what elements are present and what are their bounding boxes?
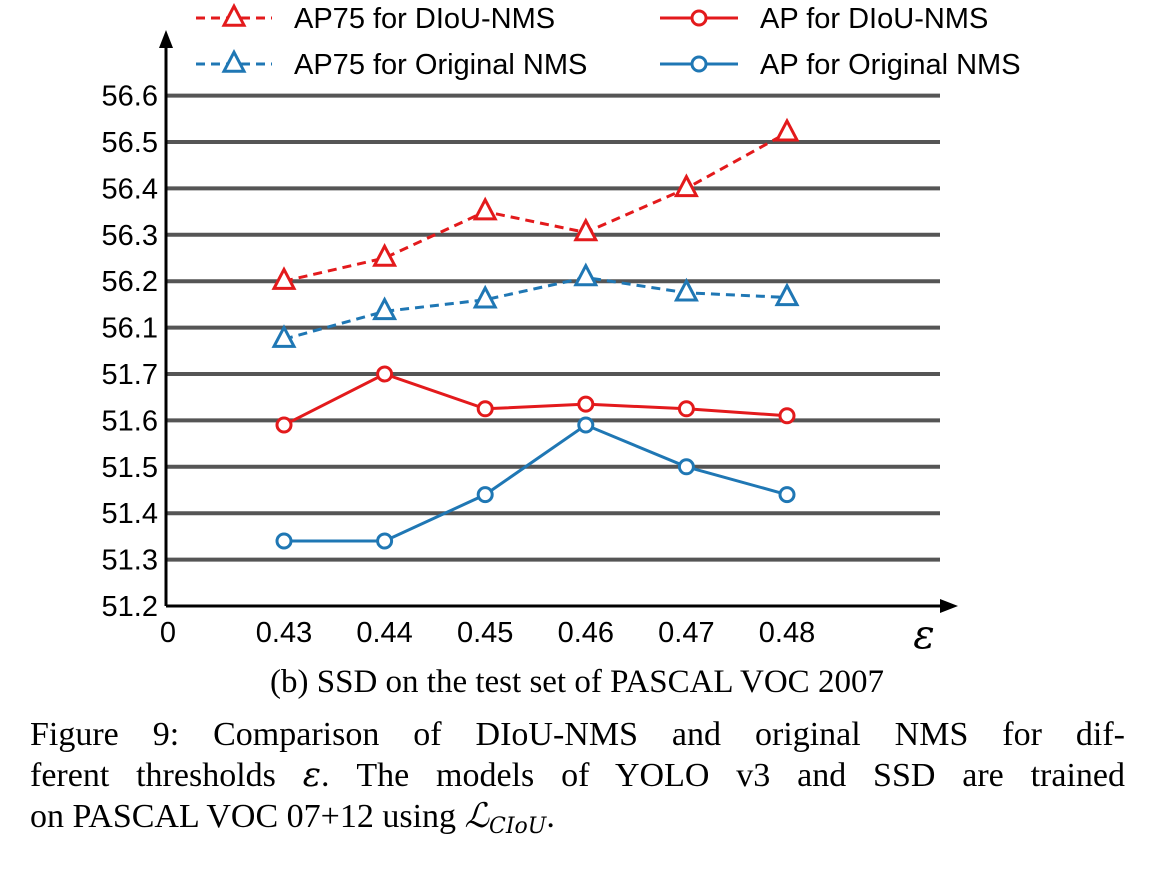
- y-tick-label: 51.3: [102, 545, 158, 577]
- y-tick-label: 51.4: [102, 498, 158, 530]
- data-point-triangle: [472, 196, 498, 221]
- caption-text: on PASCAL VOC 07+12 using: [30, 798, 465, 835]
- data-point-circle: [677, 400, 695, 418]
- y-tick-label: 56.4: [102, 173, 158, 205]
- series-group: [275, 416, 796, 550]
- series-line: [284, 423, 788, 543]
- series-group: [271, 262, 800, 348]
- data-point-circle: [275, 416, 293, 434]
- loss-subscript: CIoU: [489, 814, 547, 839]
- loss-symbol: ℒ: [464, 796, 490, 836]
- data-point-triangle: [774, 282, 800, 307]
- data-point-circle: [690, 55, 708, 73]
- caption-text: . The models of YOLO v3 and SSD are trai…: [320, 757, 1125, 794]
- y-tick-label: 56.5: [102, 127, 158, 159]
- figure-caption: Figure 9: Comparison of DIoU-NMS and ori…: [30, 714, 1125, 847]
- series-line: [283, 275, 788, 341]
- x-tick-label: 0.45: [457, 617, 513, 649]
- x-tick-label: 0.46: [558, 617, 614, 649]
- x-tick-label: 0.48: [759, 617, 815, 649]
- legend-item: AP for Original NMS: [660, 49, 1021, 81]
- y-tick-label: 51.5: [102, 452, 158, 484]
- line-chart: 51.2 51.3 51.4 51.5 51.6 51.7 56.1 56.2 56.3 56.4…: [102, 2, 1021, 658]
- data-point-triangle: [221, 2, 247, 27]
- data-point-circle: [690, 9, 708, 27]
- y-axis-arrow: [159, 30, 173, 48]
- data-point-circle: [476, 400, 494, 418]
- data-point-triangle: [774, 117, 800, 142]
- y-tick-label: 56.3: [102, 220, 158, 252]
- legend-item: AP75 for Original NMS: [196, 48, 587, 81]
- caption-text: ferent thresholds: [30, 757, 303, 794]
- legend-label: AP75 for Original NMS: [294, 49, 587, 81]
- x-tick-label: 0.47: [658, 617, 714, 649]
- data-point-triangle: [573, 217, 599, 242]
- x-tick-label: 0.44: [356, 617, 412, 649]
- data-point-circle: [577, 395, 595, 413]
- x-tick-label: 0.43: [256, 617, 312, 649]
- caption-line-3: on PASCAL VOC 07+12 using ℒCIoU.: [30, 796, 1125, 847]
- y-tick-label: 51.7: [102, 359, 158, 391]
- data-point-triangle: [372, 242, 398, 267]
- legend-label: AP75 for DIoU-NMS: [294, 3, 555, 35]
- x-axis-arrow: [940, 599, 958, 613]
- data-point-triangle: [372, 296, 398, 321]
- gridlines: [166, 93, 940, 562]
- data-point-circle: [677, 458, 695, 476]
- axes: [159, 30, 958, 613]
- data-point-circle: [275, 532, 293, 550]
- caption-text: .: [546, 798, 555, 835]
- y-tick-label: 56.6: [102, 81, 158, 113]
- y-tick-label: 51.2: [102, 591, 158, 623]
- tick-labels: 51.2 51.3 51.4 51.5 51.6 51.7 56.1 56.2 56.3 56.4…: [102, 81, 935, 658]
- legend: AP75 for DIoU-NMS AP75 for Original NMS AP…: [196, 2, 1021, 81]
- x-axis-label: ε: [913, 612, 934, 658]
- y-tick-label: 56.2: [102, 266, 158, 298]
- y-tick-label: 51.6: [102, 405, 158, 437]
- data-point-triangle: [673, 173, 699, 198]
- data-point-triangle: [573, 262, 599, 287]
- data-point-circle: [778, 486, 796, 504]
- series-line: [283, 131, 788, 283]
- series-group: [275, 365, 796, 434]
- y-tick-label: 56.1: [102, 313, 158, 345]
- series-group: [271, 117, 800, 290]
- legend-item: AP75 for DIoU-NMS: [196, 2, 555, 35]
- data-point-circle: [577, 416, 595, 434]
- data-point-triangle: [673, 277, 699, 302]
- data-point-triangle: [472, 284, 498, 309]
- data-point-triangle: [271, 324, 297, 348]
- data-point-circle: [778, 407, 796, 425]
- legend-label: AP for DIoU-NMS: [760, 3, 988, 35]
- data-point-circle: [476, 486, 494, 504]
- legend-item: AP for DIoU-NMS: [660, 3, 988, 35]
- caption-line-1: Figure 9: Comparison of DIoU-NMS and ori…: [30, 716, 1125, 753]
- data-point-triangle: [271, 266, 297, 290]
- data-point-circle: [376, 365, 394, 383]
- series: [271, 117, 800, 550]
- origin-label: 0: [160, 617, 176, 649]
- caption-line-2: ferent thresholds ε. The models of YOLO …: [30, 755, 1125, 796]
- data-point-triangle: [221, 48, 247, 73]
- subcaption: (b) SSD on the test set of PASCAL VOC 20…: [270, 664, 884, 700]
- epsilon-symbol: ε: [302, 755, 321, 795]
- series-line: [283, 372, 788, 427]
- legend-label: AP for Original NMS: [760, 49, 1021, 81]
- data-point-circle: [376, 532, 394, 550]
